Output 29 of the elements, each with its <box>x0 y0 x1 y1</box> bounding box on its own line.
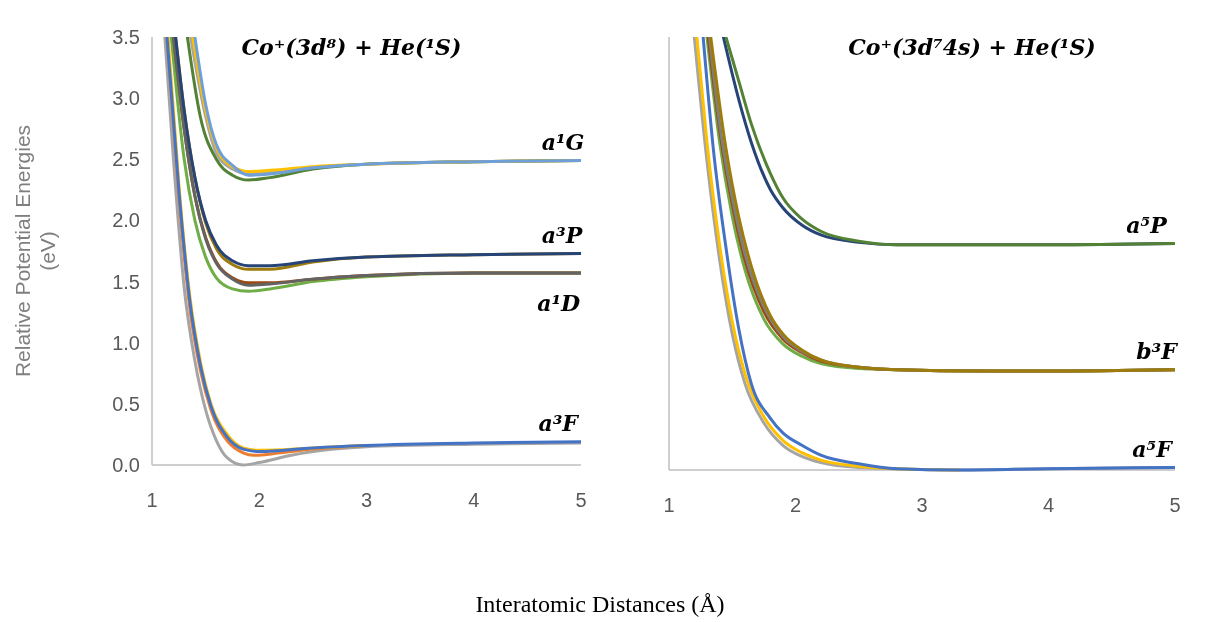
x-tick-label: 5 <box>575 489 587 511</box>
x-tick-label: 4 <box>1042 494 1055 516</box>
x-tick-label: 1 <box>146 489 158 511</box>
annotation: a¹D <box>537 289 581 316</box>
annotation: a⁵P <box>1126 212 1169 239</box>
y-tick-label: 3.0 <box>112 87 140 110</box>
annotation: a³F <box>538 410 580 437</box>
annotation: a¹G <box>541 129 585 156</box>
y-tick-label: 1.5 <box>112 270 140 293</box>
annotation: b³F <box>1136 338 1179 365</box>
y-tick-label: 0.0 <box>112 454 140 476</box>
chart-title: Co⁺(3d⁸) + He(¹S) <box>241 34 462 60</box>
y-tick-label: 1.0 <box>112 331 140 354</box>
y-axis-title: Relative Potential Energies (eV) <box>10 124 60 378</box>
chart-title: Co⁺(3d⁷4s) + He(¹S) <box>848 34 1096 60</box>
annotation: a³P <box>541 222 584 249</box>
x-tick-label: 5 <box>1169 494 1181 516</box>
x-tick-label: 2 <box>253 489 265 511</box>
x-axis-title: Interatomic Distances (Å) <box>475 591 725 617</box>
y-tick-label: 3.5 <box>112 26 140 48</box>
annotation: a⁵F <box>1132 436 1174 463</box>
x-tick-label: 1 <box>663 494 675 516</box>
x-tick-label: 2 <box>789 494 802 516</box>
y-tick-label: 2.0 <box>112 209 140 232</box>
x-tick-label: 3 <box>916 494 928 516</box>
x-tick-label: 4 <box>468 489 480 511</box>
y-tick-label: 0.5 <box>112 392 140 415</box>
y-tick-label: 2.5 <box>112 148 140 171</box>
x-tick-label: 3 <box>360 489 373 511</box>
